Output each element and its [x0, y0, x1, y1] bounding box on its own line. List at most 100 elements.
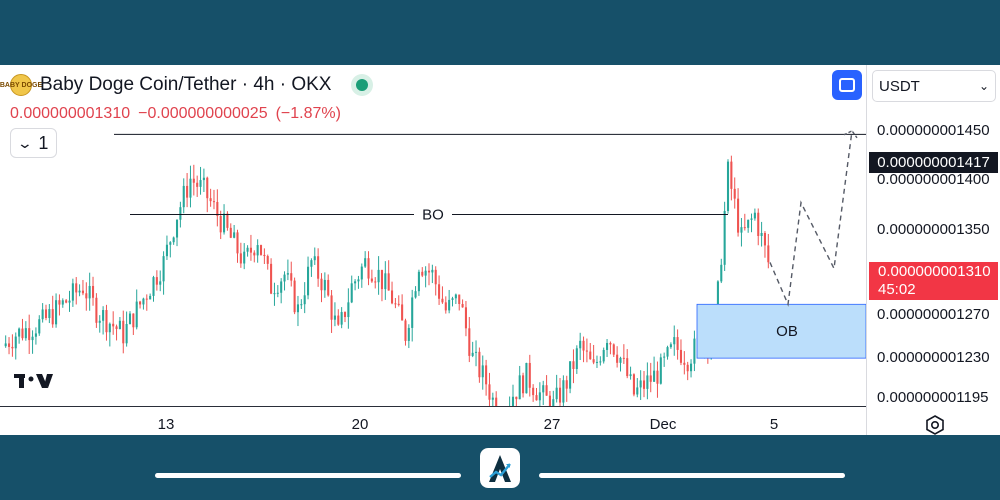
candle-body	[317, 256, 320, 279]
candle-body	[679, 349, 683, 363]
candle-body	[562, 380, 565, 403]
quote-currency-select[interactable]: USDT ⌄	[872, 70, 996, 102]
candle-body	[464, 307, 467, 329]
price-change: −0.000000000025	[138, 105, 268, 122]
candle-body	[175, 219, 179, 238]
price-tick: 0.000000001450	[877, 122, 990, 139]
candle-body	[155, 277, 158, 285]
candle-body	[367, 258, 370, 279]
candle-body	[743, 227, 746, 229]
candle-body	[720, 264, 723, 282]
candle-body	[179, 207, 182, 220]
settings-icon[interactable]	[924, 414, 946, 435]
candle-body	[515, 396, 518, 400]
candle-body	[390, 290, 394, 304]
candle-body	[354, 281, 357, 284]
candle-body	[85, 293, 88, 299]
candle-body	[343, 312, 347, 318]
bar-countdown: 45:02	[878, 281, 916, 298]
price-change-pct: (−1.87%)	[275, 105, 341, 122]
candle-body	[310, 260, 313, 267]
candle-body	[750, 218, 753, 220]
candle-body	[468, 328, 471, 356]
candle-body	[374, 281, 377, 283]
candle-body	[686, 364, 689, 372]
candle-body	[105, 310, 108, 333]
candle-body	[649, 375, 652, 382]
order-block-label: OB	[776, 323, 798, 340]
indicators-toggle-button[interactable]: ⌄ 1	[10, 128, 57, 158]
candle-body	[239, 253, 242, 264]
candle-body	[68, 300, 71, 303]
candle-body	[747, 219, 750, 228]
candle-body	[411, 297, 414, 328]
time-scale-divider	[0, 406, 866, 407]
candle-body	[61, 300, 64, 305]
candle-body	[414, 291, 417, 298]
candle-body	[448, 299, 451, 311]
brand-logo-icon	[480, 448, 520, 488]
symbol-legend[interactable]: BABY DOGE Baby Doge Coin/Tether · 4h · O…	[0, 74, 374, 96]
indicator-count: 1	[38, 132, 49, 153]
candle-body	[253, 252, 256, 256]
candle-body	[579, 340, 582, 349]
candle-body	[753, 212, 756, 219]
candle-body	[646, 375, 649, 389]
candle-body	[145, 298, 148, 300]
candle-body	[606, 342, 609, 350]
candle-body	[216, 201, 219, 217]
coin-icon: BABY DOGE	[0, 74, 42, 96]
candle-body	[370, 278, 373, 282]
candle-body	[619, 357, 622, 363]
level-price-label: 0.000000001417	[869, 152, 998, 173]
candle-body	[629, 374, 632, 377]
candle-body	[273, 293, 276, 295]
candle-body	[377, 269, 380, 283]
candle-body	[404, 320, 407, 341]
price-tick: 0.000000001230	[877, 349, 990, 366]
candle-body	[330, 295, 333, 320]
candle-body	[434, 269, 437, 285]
candle-body	[663, 356, 666, 358]
time-tick: 13	[157, 416, 175, 433]
candle-body	[263, 254, 266, 257]
price-tick: 0.000000001195	[877, 389, 989, 406]
quote-currency-value: USDT	[879, 77, 920, 95]
candle-body	[538, 392, 541, 401]
price-plot[interactable]: BO OB	[0, 65, 866, 406]
price-scale-divider	[866, 65, 867, 435]
candle-body	[572, 361, 575, 370]
candle-body	[642, 380, 646, 389]
candle-body	[511, 396, 515, 406]
candle-body	[165, 244, 168, 257]
candle-body	[636, 387, 639, 395]
candle-body	[38, 319, 41, 334]
candle-body	[474, 351, 478, 353]
candle-body	[760, 233, 763, 236]
candle-body	[602, 349, 605, 362]
candle-body	[401, 304, 404, 321]
candle-body	[162, 256, 165, 282]
candle-body	[125, 324, 128, 344]
candle-body	[488, 384, 491, 400]
candle-body	[303, 295, 306, 305]
candle-body	[461, 304, 464, 308]
candle-body	[360, 266, 363, 280]
candle-body	[585, 350, 588, 352]
fullscreen-button[interactable]	[832, 70, 862, 100]
candle-body	[424, 270, 427, 276]
candle-body	[7, 343, 11, 347]
candle-body	[653, 370, 656, 382]
candle-body	[51, 309, 54, 325]
candle-body	[152, 277, 155, 296]
candle-body	[236, 232, 239, 254]
candle-body	[491, 397, 494, 400]
candle-body	[522, 375, 525, 394]
candle-body	[290, 273, 293, 281]
candle-body	[595, 361, 599, 363]
candle-body	[286, 273, 289, 275]
candle-body	[135, 301, 138, 328]
candle-body	[226, 213, 229, 228]
candle-body	[118, 320, 121, 330]
candle-body	[182, 185, 185, 208]
